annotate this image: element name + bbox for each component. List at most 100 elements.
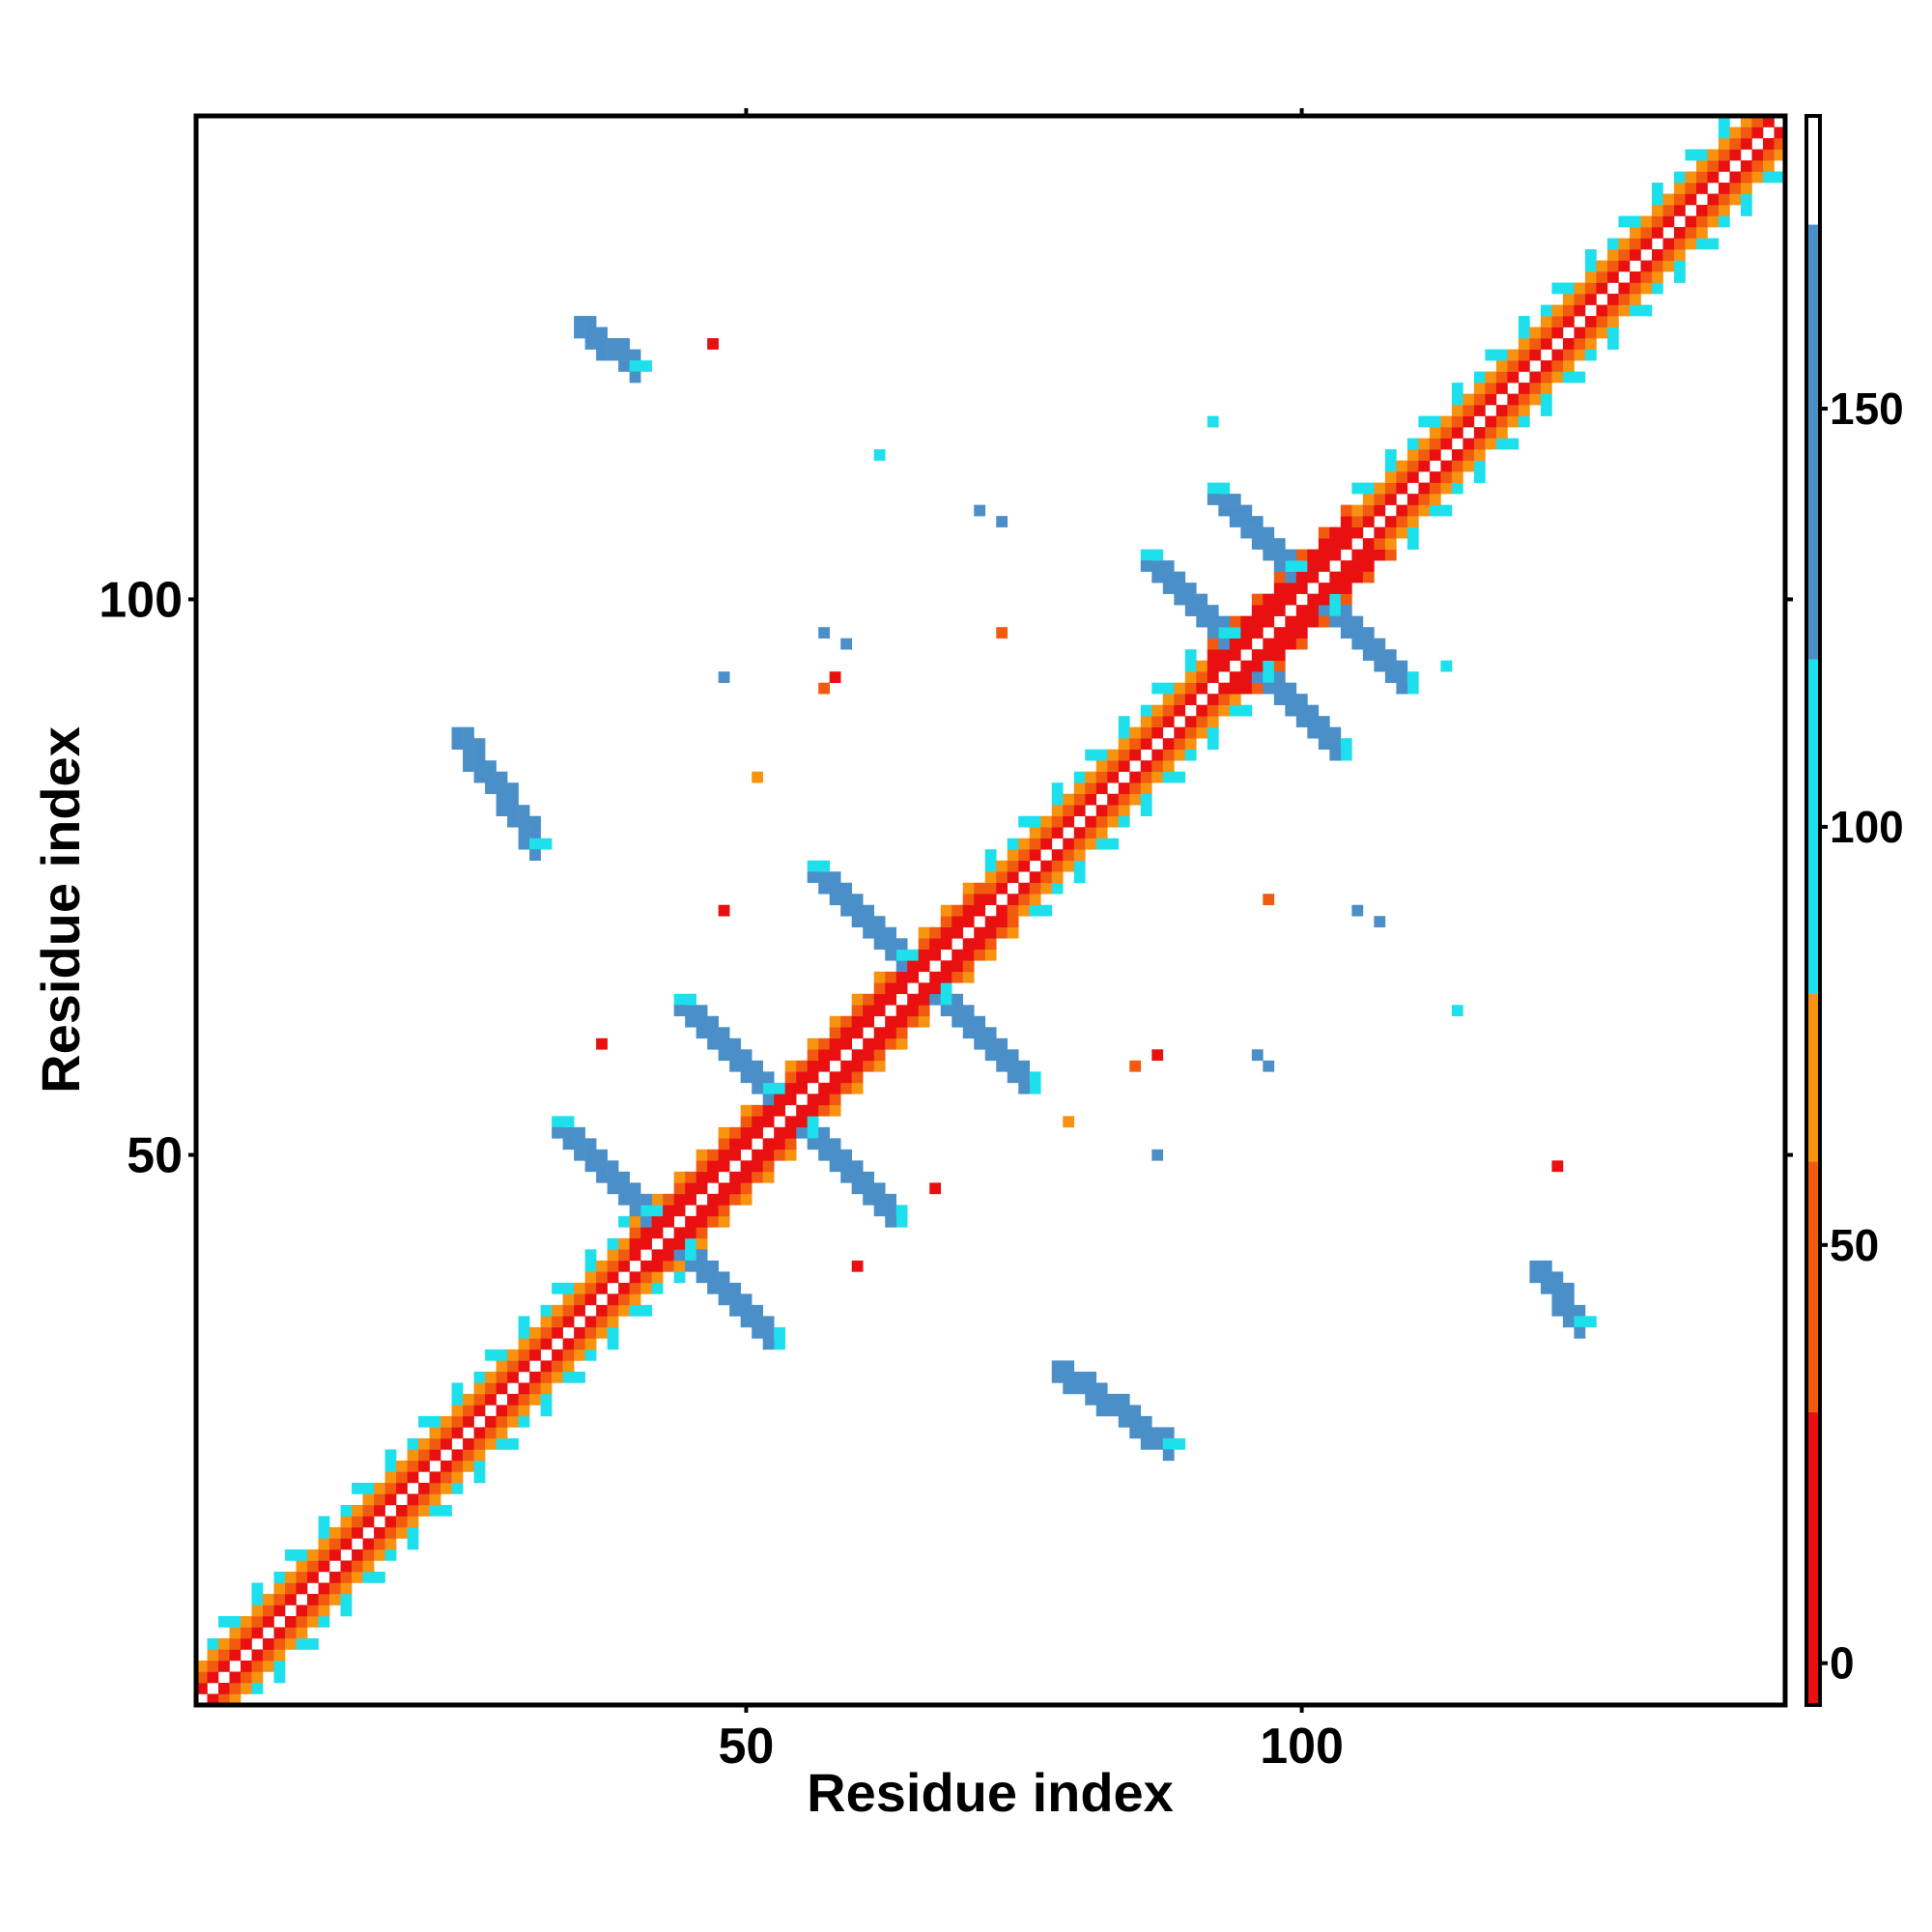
- heatmap-cell: [596, 1160, 608, 1173]
- heatmap-cell: [362, 1504, 375, 1517]
- heatmap-cell: [607, 1182, 619, 1195]
- heatmap-cell: [873, 982, 886, 995]
- heatmap-cell: [362, 1548, 375, 1561]
- heatmap-cell: [696, 1015, 708, 1028]
- heatmap-cell: [1207, 638, 1219, 650]
- heatmap-cell: [1085, 827, 1097, 839]
- heatmap-cell: [1184, 694, 1197, 705]
- heatmap-cell: [885, 949, 897, 961]
- heatmap-cell: [796, 1071, 808, 1084]
- heatmap-cell: [1151, 549, 1164, 561]
- heatmap-cell: [418, 1460, 430, 1472]
- heatmap-cell: [540, 1316, 553, 1328]
- heatmap-cell: [1273, 671, 1286, 683]
- heatmap-cell: [996, 516, 1009, 527]
- heatmap-cell: [1695, 238, 1708, 250]
- heatmap-cell: [1473, 383, 1486, 394]
- heatmap-cell: [1362, 549, 1375, 561]
- heatmap-cell: [929, 971, 942, 983]
- heatmap-cell: [1240, 615, 1253, 628]
- heatmap-cell: [651, 1227, 664, 1239]
- heatmap-cell: [918, 960, 930, 973]
- colorbar-band: [1806, 659, 1820, 995]
- heatmap-cell: [1285, 694, 1297, 705]
- heatmap-cell: [229, 1649, 242, 1662]
- heatmap-cell: [1229, 516, 1241, 527]
- heatmap-cell: [1329, 726, 1342, 739]
- heatmap-cell: [1540, 316, 1552, 327]
- heatmap-cell: [552, 1126, 563, 1139]
- heatmap-cell: [1040, 882, 1053, 895]
- heatmap-cell: [1695, 149, 1708, 161]
- heatmap-cell: [1485, 438, 1497, 450]
- heatmap-cell: [685, 1193, 696, 1206]
- heatmap-cell: [1263, 538, 1275, 550]
- heatmap-cell: [984, 938, 997, 951]
- heatmap-cell: [1451, 415, 1463, 428]
- heatmap-cell: [1073, 849, 1086, 862]
- heatmap-cell: [1584, 271, 1597, 283]
- heatmap-cell: [251, 1605, 264, 1617]
- heatmap-cell: [1129, 1405, 1142, 1417]
- heatmap-cell: [1307, 716, 1320, 727]
- heatmap-cell: [285, 1637, 297, 1650]
- heatmap-cell: [1618, 304, 1631, 317]
- heatmap-cell: [329, 1538, 341, 1550]
- heatmap-cell: [1551, 282, 1564, 295]
- heatmap-cell: [873, 1049, 886, 1062]
- heatmap-cell: [1362, 627, 1375, 639]
- heatmap-cell: [1673, 271, 1686, 283]
- heatmap-cell: [1529, 1260, 1542, 1272]
- heatmap-cell: [1596, 327, 1608, 339]
- heatmap-cell: [1251, 671, 1264, 683]
- heatmap-cell: [774, 1126, 785, 1139]
- heatmap-cell: [1429, 494, 1441, 505]
- heatmap-cell: [529, 1393, 541, 1406]
- heatmap-cell: [1029, 894, 1041, 906]
- heatmap-cell: [574, 1371, 585, 1383]
- heatmap-cell: [1351, 904, 1364, 917]
- heatmap-cell: [1396, 504, 1408, 517]
- heatmap-cell: [873, 1027, 886, 1039]
- heatmap-cell: [818, 871, 830, 884]
- heatmap-cell: [1140, 726, 1152, 739]
- heatmap-cell: [1540, 327, 1552, 339]
- heatmap-cell: [707, 1193, 719, 1206]
- heatmap-cell: [1551, 349, 1564, 361]
- heatmap-cell: [1162, 704, 1175, 717]
- heatmap-cell: [1362, 649, 1375, 661]
- heatmap-cell: [673, 1171, 686, 1183]
- heatmap-cell: [1629, 249, 1641, 261]
- heatmap-cell: [1418, 415, 1431, 428]
- heatmap-cell: [1229, 627, 1241, 639]
- heatmap-cell: [1673, 260, 1686, 272]
- heatmap-cell: [895, 960, 908, 973]
- heatmap-cell: [952, 916, 964, 928]
- heatmap-cell: [340, 1516, 353, 1528]
- heatmap-cell: [1473, 393, 1486, 406]
- heatmap-cell: [1118, 793, 1130, 806]
- heatmap-cell: [696, 1005, 708, 1017]
- heatmap-cell: [685, 1171, 696, 1183]
- heatmap-cell: [1340, 593, 1352, 606]
- heatmap-cell: [1295, 549, 1308, 561]
- heatmap-cell: [1095, 771, 1108, 783]
- heatmap-cell: [1340, 627, 1352, 639]
- heatmap-cell: [895, 1005, 908, 1017]
- heatmap-cell: [1162, 749, 1175, 761]
- heatmap-cell: [996, 882, 1009, 895]
- heatmap-cell: [584, 1282, 597, 1294]
- heatmap-cell: [1051, 805, 1064, 817]
- heatmap-cell: [1085, 838, 1097, 850]
- heatmap-cell: [596, 1171, 608, 1183]
- heatmap-cell: [1507, 349, 1520, 361]
- heatmap-cell: [1384, 449, 1397, 461]
- heatmap-cell: [1529, 338, 1542, 350]
- heatmap-cell: [1540, 1260, 1552, 1272]
- heatmap-cell: [1073, 793, 1086, 806]
- heatmap-cell: [1384, 660, 1397, 672]
- heatmap-cell: [1007, 860, 1019, 872]
- heatmap-cell: [451, 738, 464, 750]
- heatmap-cell: [1285, 704, 1297, 717]
- heatmap-cell: [840, 1027, 853, 1039]
